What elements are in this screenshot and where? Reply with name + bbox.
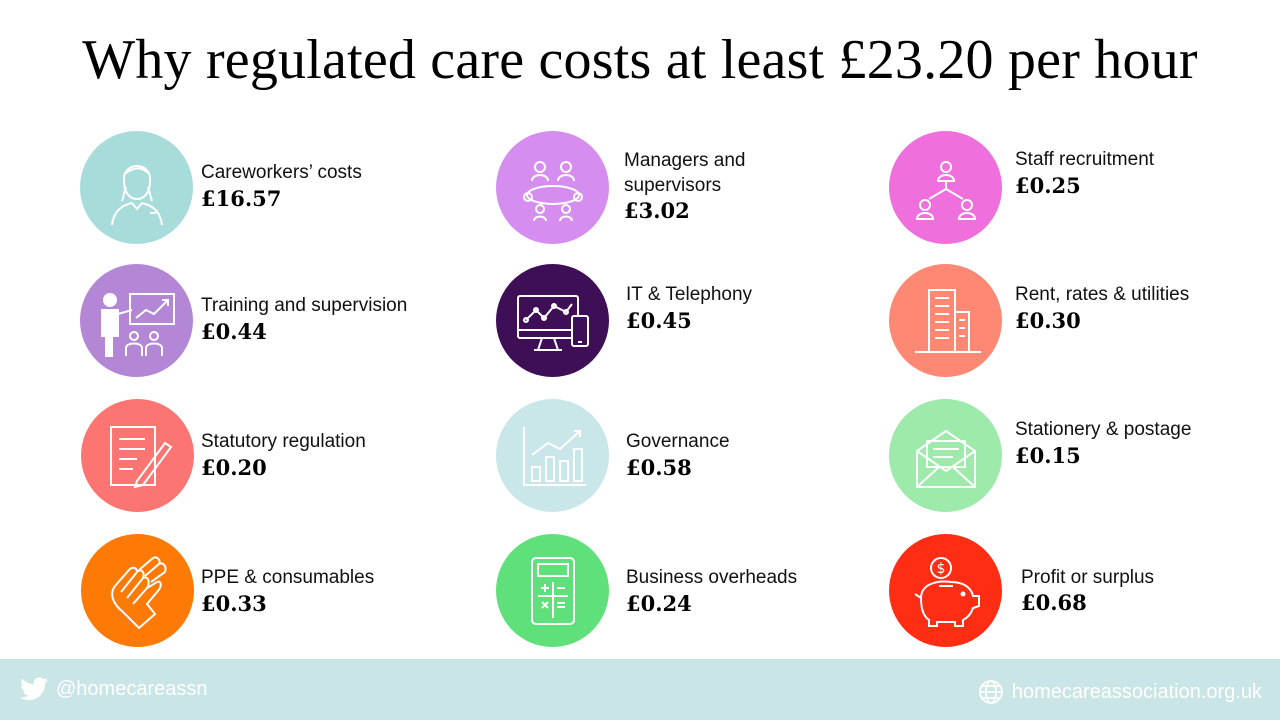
- item-value: £0.44: [201, 319, 267, 344]
- item-label: Training and supervision: [201, 295, 408, 316]
- item-value: £16.57: [201, 186, 282, 211]
- presentation-icon: [80, 264, 193, 377]
- twitter-icon: [20, 677, 48, 701]
- item-label: IT & Telephony: [626, 284, 753, 305]
- website-link[interactable]: homecareassociation.org.uk: [978, 679, 1262, 705]
- bar-chart-icon: [496, 399, 609, 512]
- item-label: Managers and supervisors: [624, 150, 746, 196]
- item-label: Careworkers’ costs: [201, 162, 362, 183]
- page-title: Why regulated care costs at least £23.20…: [82, 29, 1198, 91]
- item-label: Staff recruitment: [1015, 149, 1155, 170]
- item-label: Governance: [626, 431, 730, 452]
- website-url: homecareassociation.org.uk: [1011, 680, 1262, 703]
- calculator-icon: [496, 534, 609, 647]
- document-pen-icon: [81, 399, 194, 512]
- item-label: Statutory regulation: [201, 431, 366, 452]
- careworker-icon: [80, 131, 193, 244]
- item-label: PPE & consumables: [201, 567, 375, 588]
- item-value: £0.68: [1021, 590, 1087, 615]
- item-label: Business overheads: [626, 567, 798, 588]
- twitter-handle: @homecareassn: [56, 677, 208, 700]
- globe-icon: [978, 680, 1003, 704]
- item-value: £0.25: [1015, 173, 1081, 198]
- envelope-icon: [889, 399, 1002, 512]
- svg-text:$: $: [936, 561, 945, 577]
- building-icon: [889, 264, 1002, 377]
- item-value: £0.58: [626, 455, 692, 480]
- item-label: Rent, rates & utilities: [1015, 284, 1190, 305]
- meeting-icon: [496, 131, 609, 244]
- footer-bar: @homecareassn homecareassociation.org.uk: [0, 659, 1280, 720]
- item-value: £0.24: [626, 591, 692, 616]
- item-label: Profit or surplus: [1021, 567, 1155, 588]
- gloves-icon: [81, 534, 194, 647]
- item-value: £3.02: [624, 198, 690, 223]
- hierarchy-icon: [889, 131, 1002, 244]
- item-value: £0.30: [1015, 308, 1081, 333]
- piggy-bank-icon: $: [889, 534, 1002, 647]
- item-value: £0.33: [201, 591, 267, 616]
- twitter-link[interactable]: @homecareassn: [20, 677, 207, 701]
- item-label: Stationery & postage: [1015, 419, 1192, 440]
- computer-icon: [496, 264, 609, 377]
- item-value: £0.15: [1015, 443, 1081, 468]
- item-value: £0.45: [626, 308, 692, 333]
- item-value: £0.20: [201, 455, 267, 480]
